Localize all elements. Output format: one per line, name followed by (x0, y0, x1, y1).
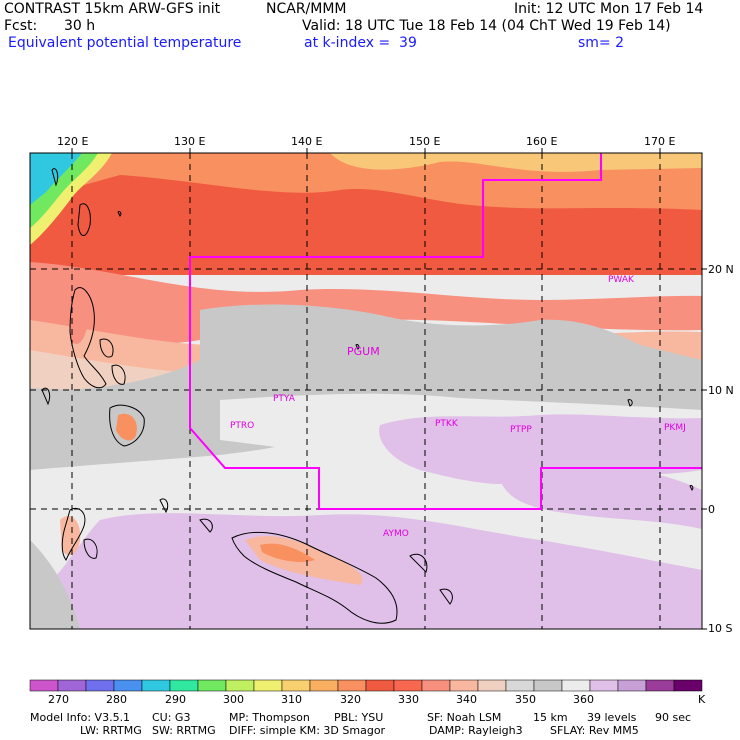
legend-swatch (85, 679, 115, 692)
station-ptya: PTYA (273, 394, 296, 404)
legend-swatch (393, 679, 423, 692)
model-diff: DIFF: simple KM: 3D Smagor (229, 724, 386, 737)
legend-swatch (617, 679, 647, 692)
station-ptpp: PTPP (510, 425, 532, 435)
station-aymo: AYMO (383, 529, 409, 539)
lon-label-160: 160 E (526, 135, 558, 148)
legend-swatch (533, 679, 563, 692)
model-resolution: 15 km (533, 711, 568, 724)
org-label: NCAR/MMM (266, 1, 347, 17)
lon-label-120: 120 E (57, 135, 89, 148)
lat-label-10s: 10 S (708, 622, 733, 635)
legend-label-300: 300 (223, 693, 244, 706)
legend-swatch (645, 679, 675, 692)
model-sflay: SFLAY: Rev MM5 (550, 724, 639, 737)
lon-label-150: 150 E (409, 135, 441, 148)
legend-swatch (309, 679, 339, 692)
lat-label-10n: 10 N (708, 384, 734, 397)
model-version: Model Info: V3.5.1 (30, 711, 131, 724)
init-time: Init: 12 UTC Mon 17 Feb 14 (514, 1, 704, 17)
legend-swatch (337, 679, 367, 692)
model-damp: DAMP: Rayleigh3 (429, 724, 523, 737)
legend-label-270: 270 (48, 693, 69, 706)
legend-label-340: 340 (456, 693, 477, 706)
legend-label-310: 310 (281, 693, 302, 706)
legend-swatch (673, 679, 703, 692)
model-cu: CU: G3 (152, 711, 191, 724)
legend-swatch (281, 679, 311, 692)
forecast-hours: 30 h (64, 18, 96, 34)
level-info: at k-index = 39 (304, 35, 417, 51)
chart-title: CONTRAST 15km ARW-GFS init (4, 1, 221, 17)
legend-swatch (141, 679, 171, 692)
model-timestep: 90 sec (655, 711, 692, 724)
legend-label-350: 350 (515, 693, 536, 706)
model-sf: SF: Noah LSM (427, 711, 502, 724)
model-sw: SW: RRTMG (152, 724, 216, 737)
legend-swatch (169, 679, 199, 692)
station-pkmj: PKMJ (664, 423, 686, 433)
lat-label-20n: 20 N (708, 263, 734, 276)
model-pbl: PBL: YSU (334, 711, 384, 724)
lat-label-0: 0 (708, 503, 715, 516)
legend-label-330: 330 (398, 693, 419, 706)
smoothing-info: sm= 2 (578, 35, 625, 51)
legend-unit: K (698, 693, 706, 706)
map-field (30, 153, 702, 629)
lon-label-130: 130 E (174, 135, 206, 148)
map-frame (29, 152, 703, 630)
legend-label-290: 290 (165, 693, 186, 706)
forecast-label: Fcst: (4, 18, 38, 34)
legend-swatch (561, 679, 591, 692)
legend-swatch (225, 679, 255, 692)
coastlines (41, 168, 694, 624)
station-labels: PWAK PGUM PTYA PTRO PTKK PTPP PKMJ AYMO (230, 275, 686, 539)
legend-swatch (505, 679, 535, 692)
legend-label-360: 360 (573, 693, 594, 706)
legend-swatch (365, 679, 395, 692)
station-pgum: PGUM (347, 345, 380, 358)
valid-time: Valid: 18 UTC Tue 18 Feb 14 (04 ChT Wed … (302, 18, 671, 34)
legend-label-280: 280 (106, 693, 127, 706)
legend-swatch (421, 679, 451, 692)
legend-swatch (57, 679, 87, 692)
legend-swatch (29, 679, 59, 692)
legend-label-320: 320 (340, 693, 361, 706)
lon-label-170: 170 E (644, 135, 676, 148)
legend-swatch (449, 679, 479, 692)
model-lw: LW: RRTMG (80, 724, 142, 737)
legend-swatch (477, 679, 507, 692)
legend-swatch (197, 679, 227, 692)
legend-swatch (113, 679, 143, 692)
station-ptkk: PTKK (435, 419, 459, 429)
station-pwak: PWAK (608, 275, 635, 285)
station-ptro: PTRO (230, 421, 254, 431)
color-legend (29, 679, 703, 692)
model-levels: 39 levels (587, 711, 637, 724)
model-mp: MP: Thompson (229, 711, 310, 724)
field-name: Equivalent potential temperature (8, 35, 242, 51)
legend-swatch (253, 679, 283, 692)
region-boundary (189, 153, 702, 510)
legend-swatch (589, 679, 619, 692)
axis-ticks (71, 148, 707, 630)
lon-label-140: 140 E (291, 135, 323, 148)
